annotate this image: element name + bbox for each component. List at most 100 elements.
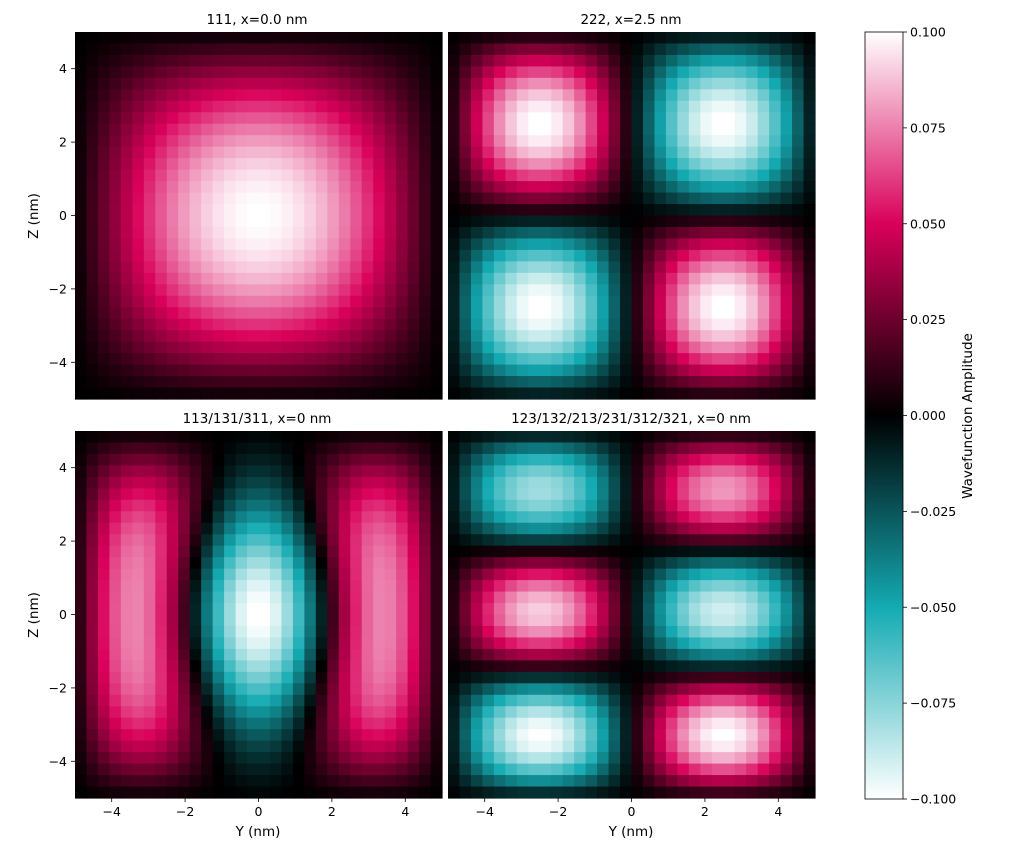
heatmap-cell — [166, 238, 179, 251]
heatmap-cell — [224, 215, 237, 228]
heatmap-cell — [132, 752, 145, 765]
heatmap-cell — [350, 353, 363, 366]
heatmap-cell — [585, 729, 598, 742]
heatmap-cell — [470, 272, 484, 285]
heatmap-cell — [361, 32, 374, 45]
heatmap-cell — [361, 238, 374, 251]
heatmap-cell — [700, 135, 713, 148]
heatmap-cell — [562, 100, 575, 113]
heatmap-cell — [338, 123, 351, 136]
heatmap-cell — [780, 671, 793, 684]
heatmap-cell — [780, 123, 793, 136]
heatmap-cell — [350, 100, 363, 113]
heatmap-cell — [700, 763, 713, 776]
heatmap-cell — [97, 169, 111, 182]
heatmap-cell — [396, 671, 409, 684]
heatmap-cell — [585, 488, 598, 501]
heatmap-cell — [315, 318, 328, 331]
heatmap-cell — [143, 204, 156, 217]
heatmap-cell — [803, 135, 816, 148]
heatmap-cell — [224, 775, 237, 788]
heatmap-cell — [711, 568, 724, 581]
heatmap-cell — [189, 100, 202, 113]
heatmap-cell — [688, 431, 701, 444]
heatmap-cell — [597, 442, 610, 455]
heatmap-cell — [361, 66, 374, 79]
heatmap-cell — [86, 100, 99, 113]
heatmap-cell — [448, 453, 461, 467]
heatmap-cell — [608, 431, 621, 444]
heatmap-cell — [373, 54, 386, 68]
heatmap-cell — [620, 376, 633, 389]
heatmap-cell — [642, 284, 656, 297]
heatmap-cell — [562, 648, 575, 661]
heatmap-cell — [528, 307, 541, 320]
heatmap-cell — [459, 545, 472, 558]
heatmap-cell — [792, 89, 805, 102]
heatmap-cell — [459, 330, 472, 343]
heatmap-cell — [528, 625, 541, 639]
heatmap-cell — [711, 763, 724, 776]
heatmap-cell — [711, 648, 724, 661]
heatmap-cell — [631, 786, 644, 799]
heatmap-cell — [373, 534, 386, 547]
heatmap-cell — [396, 295, 409, 308]
heatmap-cell — [654, 261, 667, 274]
heatmap-cell — [224, 603, 237, 616]
heatmap-cell — [292, 146, 305, 159]
heatmap-cell — [269, 89, 283, 102]
heatmap-cell — [132, 763, 145, 776]
heatmap-cell — [780, 272, 793, 285]
heatmap-cell — [247, 752, 260, 765]
heatmap-cell — [734, 453, 747, 467]
heatmap-cell — [155, 307, 168, 320]
heatmap-cell — [665, 431, 678, 444]
heatmap-cell — [551, 568, 564, 581]
heatmap-cell — [361, 353, 374, 366]
heatmap-cell — [654, 238, 667, 251]
heatmap-cell — [723, 43, 736, 56]
heatmap-cell — [258, 77, 271, 90]
heatmap-cell — [155, 215, 168, 228]
heatmap-cell — [350, 660, 363, 673]
heatmap-cell — [448, 648, 461, 661]
heatmap-cell — [109, 307, 122, 320]
heatmap-cell — [143, 261, 156, 274]
heatmap-cell — [361, 625, 374, 639]
heatmap-cell — [780, 557, 793, 570]
heatmap-cell — [470, 215, 484, 228]
heatmap-cell — [539, 100, 552, 113]
heatmap-cell — [470, 169, 484, 182]
heatmap-cell — [654, 511, 667, 524]
heatmap-cell — [677, 603, 690, 616]
heatmap-cell — [109, 158, 122, 171]
heatmap-cell — [269, 763, 283, 776]
heatmap-cell — [551, 307, 564, 320]
heatmap-cell — [327, 511, 340, 524]
heatmap-cell — [269, 499, 283, 512]
heatmap-cell — [688, 100, 701, 113]
heatmap-cell — [258, 330, 271, 343]
heatmap-cell — [597, 249, 610, 262]
heatmap-cell — [470, 192, 484, 205]
heatmap-cell — [419, 545, 432, 558]
heatmap-cell — [201, 431, 214, 444]
heatmap-cell — [746, 226, 759, 240]
heatmap-cell — [327, 32, 340, 45]
heatmap-cell — [304, 591, 317, 604]
heatmap-cell — [792, 476, 805, 489]
heatmap-cell — [166, 465, 179, 478]
heatmap-cell — [338, 580, 351, 593]
heatmap-cell — [373, 453, 386, 467]
heatmap-cell — [803, 307, 816, 320]
heatmap-cell — [304, 204, 317, 217]
heatmap-cell — [734, 522, 747, 535]
heatmap-cell — [734, 580, 747, 593]
heatmap-cell — [711, 706, 724, 719]
heatmap-cell — [470, 318, 484, 331]
x-tick-label: 0 — [628, 804, 636, 819]
heatmap-cell — [723, 192, 736, 205]
heatmap-cell — [304, 614, 317, 627]
